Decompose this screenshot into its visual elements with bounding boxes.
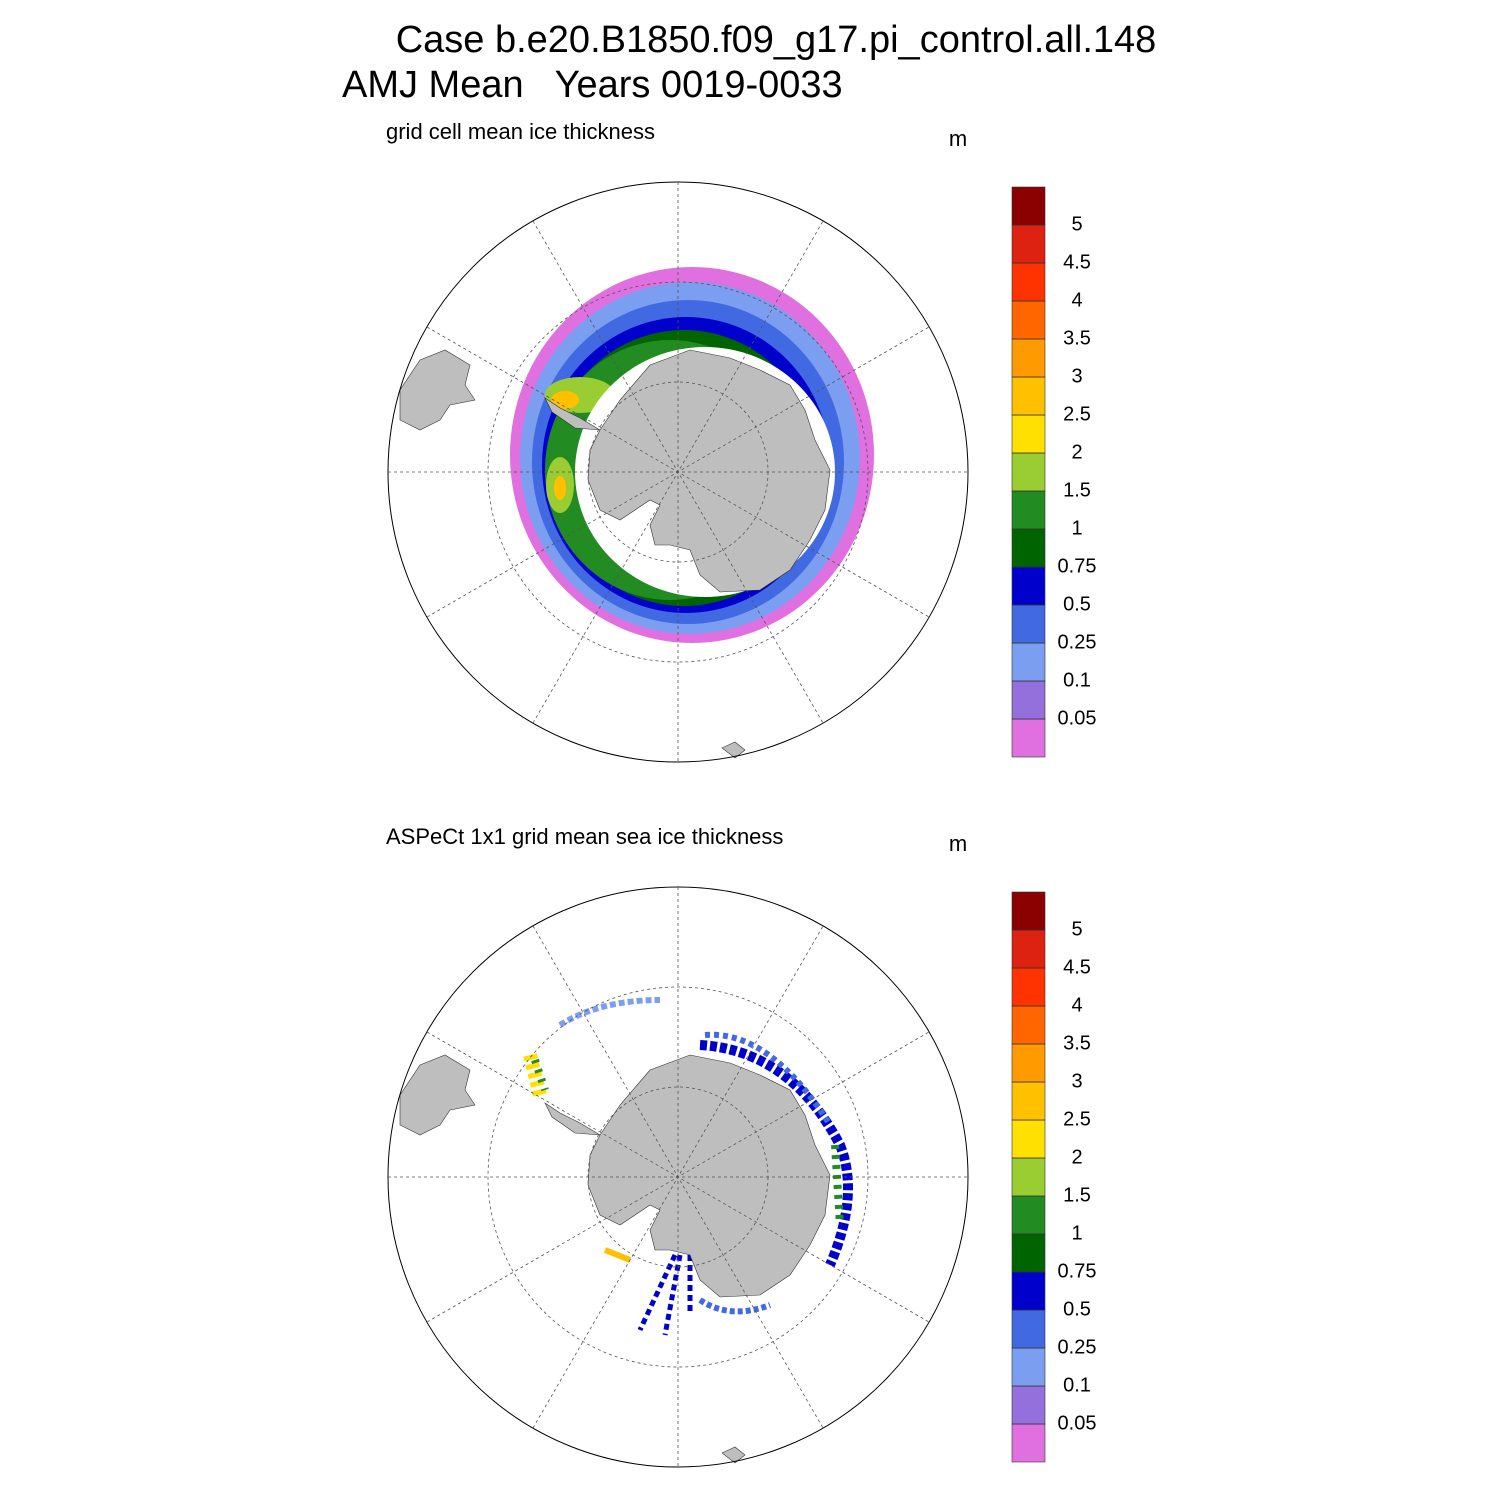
colorbar-label: 3 (1071, 1070, 1082, 1092)
colorbar-label: 4 (1071, 289, 1082, 311)
colorbar-label: 0.75 (1058, 555, 1097, 577)
colorbar-label: 0.05 (1058, 707, 1097, 729)
colorbar-box (1011, 1233, 1046, 1273)
colorbar-label: 2.5 (1063, 403, 1091, 425)
land (399, 1054, 831, 1464)
colorbar-box (1011, 1119, 1046, 1159)
colorbar-label: 0.5 (1063, 1298, 1091, 1320)
colorbar-label: 3.5 (1063, 327, 1091, 349)
colorbar-box (1011, 1157, 1046, 1197)
title-line-2: AMJ Mean Years 0019-0033 (342, 64, 843, 106)
colorbar-box (1011, 1081, 1046, 1121)
colorbar-box (1011, 1043, 1046, 1083)
colorbar-label: 5 (1071, 213, 1082, 235)
colorbar-box (1011, 680, 1046, 720)
colorbar-label: 2 (1071, 1146, 1082, 1168)
panel-title: grid cell mean ice thickness (386, 119, 655, 144)
units-label: m (949, 126, 967, 151)
colorbar-label: 4 (1071, 994, 1082, 1016)
colorbar-box (1011, 262, 1046, 302)
colorbar-label: 4.5 (1063, 251, 1091, 273)
colorbar-label: 2 (1071, 441, 1082, 463)
map-panel-1: grid cell mean ice thickness m (386, 119, 969, 763)
colorbar-box (1011, 338, 1046, 378)
colorbar-label: 0.5 (1063, 593, 1091, 615)
colorbar-box (1011, 891, 1046, 931)
colorbar-box (1011, 1423, 1046, 1463)
colorbar-label: 1 (1071, 1222, 1082, 1244)
colorbar-box (1011, 718, 1046, 758)
colorbar-box (1011, 929, 1046, 969)
colorbar-box (1011, 224, 1046, 264)
colorbar-label: 0.1 (1063, 669, 1091, 691)
colorbar-box (1011, 528, 1046, 568)
colorbar-box (1011, 452, 1046, 492)
colorbar-label: 3 (1071, 365, 1082, 387)
colorbar-box (1011, 1385, 1046, 1425)
colorbar-box (1011, 490, 1046, 530)
colorbar-box (1011, 1309, 1046, 1349)
colorbar-label: 0.1 (1063, 1374, 1091, 1396)
colorbar-box (1011, 1195, 1046, 1235)
colorbar-label: 3.5 (1063, 1032, 1091, 1054)
colorbar-box (1011, 566, 1046, 606)
colorbar-box (1011, 186, 1046, 226)
colorbar-label: 0.05 (1058, 1412, 1097, 1434)
colorbar-label: 0.25 (1058, 1336, 1097, 1358)
title-line-1: Case b.e20.B1850.f09_g17.pi_control.all.… (396, 19, 1157, 61)
colorbar-label: 2.5 (1063, 1108, 1091, 1130)
colorbar-label: 4.5 (1063, 956, 1091, 978)
map-panel-2: ASPeCt 1x1 grid mean sea ice thickness m (386, 824, 969, 1468)
colorbar-label: 1 (1071, 517, 1082, 539)
colorbar-box (1011, 967, 1046, 1007)
ice-observations (523, 997, 853, 1336)
map-grid (387, 886, 969, 1468)
colorbar-box (1011, 300, 1046, 340)
colorbar-label: 5 (1071, 918, 1082, 940)
colorbar-box (1011, 1271, 1046, 1311)
colorbar-label: 0.75 (1058, 1260, 1097, 1282)
units-label: m (949, 831, 967, 856)
panel-title: ASPeCt 1x1 grid mean sea ice thickness (386, 824, 783, 849)
colorbar-box (1011, 414, 1046, 454)
colorbar-label: 1.5 (1063, 479, 1091, 501)
colorbar-box (1011, 642, 1046, 682)
colorbar-box (1011, 376, 1046, 416)
colorbar-box (1011, 1347, 1046, 1387)
colorbar-box (1011, 604, 1046, 644)
colorbar-label: 0.25 (1058, 631, 1097, 653)
colorbar-box (1011, 1005, 1046, 1045)
map-grid (387, 181, 969, 763)
colorbar-label: 1.5 (1063, 1184, 1091, 1206)
